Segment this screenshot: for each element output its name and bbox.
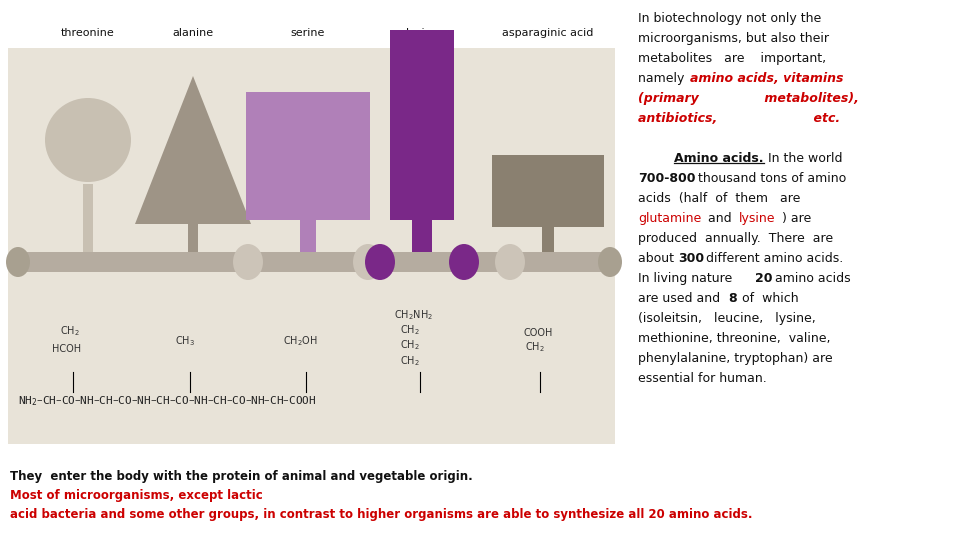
- Bar: [542, 227, 554, 252]
- Text: lysine: lysine: [739, 212, 776, 225]
- Text: 20: 20: [755, 272, 773, 285]
- Text: of  which: of which: [738, 292, 799, 305]
- Text: essential for human.: essential for human.: [638, 372, 767, 385]
- Text: In biotechnology not only the: In biotechnology not only the: [638, 12, 821, 25]
- Ellipse shape: [6, 247, 30, 277]
- Text: antibiotics,                      etc.: antibiotics, etc.: [638, 112, 840, 125]
- Text: $\mathregular{CH_2}$: $\mathregular{CH_2}$: [525, 340, 544, 354]
- Ellipse shape: [353, 244, 383, 280]
- Text: thousand tons of amino: thousand tons of amino: [694, 172, 847, 185]
- Text: They  enter the body with the protein of animal and vegetable origin.: They enter the body with the protein of …: [10, 470, 477, 483]
- Text: $\mathregular{CH_2}$: $\mathregular{CH_2}$: [400, 338, 420, 352]
- Text: $\mathregular{NH_2}$–CH–CO–NH–CH–CO–NH–CH–CO–NH–CH–CO–NH–CH–COOH: $\mathregular{NH_2}$–CH–CO–NH–CH–CO–NH–C…: [18, 394, 317, 408]
- Text: $\mathregular{CH_2NH_2}$: $\mathregular{CH_2NH_2}$: [394, 308, 433, 322]
- Bar: [492, 155, 604, 227]
- Text: glutamine: glutamine: [638, 212, 701, 225]
- Bar: [8, 48, 615, 444]
- Bar: [18, 252, 610, 272]
- Ellipse shape: [495, 244, 525, 280]
- Text: $\mathregular{CH_2}$: $\mathregular{CH_2}$: [400, 354, 420, 368]
- Text: namely: namely: [638, 72, 688, 85]
- Text: threonine: threonine: [61, 28, 115, 38]
- Text: alanine: alanine: [173, 28, 213, 38]
- Text: produced  annually.  There  are: produced annually. There are: [638, 232, 833, 245]
- Bar: [412, 220, 432, 252]
- Ellipse shape: [233, 244, 263, 280]
- Text: 700-800: 700-800: [638, 172, 695, 185]
- Text: amino acids, vitamins: amino acids, vitamins: [690, 72, 844, 85]
- Text: acid bacteria and some other groups, in contrast to higher organisms are able to: acid bacteria and some other groups, in …: [10, 508, 753, 521]
- Ellipse shape: [449, 244, 479, 280]
- Text: ) are: ) are: [782, 212, 811, 225]
- Text: Most of microorganisms, except lactic: Most of microorganisms, except lactic: [10, 489, 263, 502]
- Bar: [246, 92, 370, 220]
- Text: asparaginic acid: asparaginic acid: [502, 28, 593, 38]
- Ellipse shape: [598, 247, 622, 277]
- Text: and: and: [704, 212, 735, 225]
- Ellipse shape: [365, 244, 395, 280]
- Text: acids  (half  of  them   are: acids (half of them are: [638, 192, 801, 205]
- Text: $\mathregular{CH_3}$: $\mathregular{CH_3}$: [175, 334, 195, 348]
- Text: about: about: [638, 252, 678, 265]
- Text: phenylalanine, tryptophan) are: phenylalanine, tryptophan) are: [638, 352, 832, 365]
- Text: (primary               metabolites),: (primary metabolites),: [638, 92, 859, 105]
- Text: different amino acids.: different amino acids.: [702, 252, 843, 265]
- Text: amino acids: amino acids: [771, 272, 851, 285]
- Text: $\mathregular{CH_2}$: $\mathregular{CH_2}$: [400, 323, 420, 337]
- Text: metabolites   are    important,: metabolites are important,: [638, 52, 827, 65]
- Bar: [83, 184, 93, 252]
- Text: In living nature: In living nature: [638, 272, 736, 285]
- Text: HCOH: HCOH: [52, 344, 82, 354]
- Text: are used and: are used and: [638, 292, 724, 305]
- Text: $\mathregular{CH_2OH}$: $\mathregular{CH_2OH}$: [283, 334, 318, 348]
- Text: $\mathregular{CH_2}$: $\mathregular{CH_2}$: [60, 324, 80, 338]
- Text: 8: 8: [728, 292, 736, 305]
- Ellipse shape: [45, 98, 131, 182]
- Text: methionine, threonine,  valine,: methionine, threonine, valine,: [638, 332, 830, 345]
- Text: lysine: lysine: [406, 28, 439, 38]
- Text: Amino acids.: Amino acids.: [674, 152, 763, 165]
- Text: (isoleitsin,   leucine,   lysine,: (isoleitsin, leucine, lysine,: [638, 312, 816, 325]
- Polygon shape: [135, 76, 251, 224]
- Text: In the world: In the world: [764, 152, 843, 165]
- Text: 300: 300: [678, 252, 704, 265]
- Text: COOH: COOH: [523, 328, 552, 338]
- Bar: [390, 30, 454, 220]
- Bar: [188, 224, 198, 252]
- Text: serine: serine: [291, 28, 325, 38]
- Text: microorganisms, but also their: microorganisms, but also their: [638, 32, 829, 45]
- Bar: [300, 220, 316, 252]
